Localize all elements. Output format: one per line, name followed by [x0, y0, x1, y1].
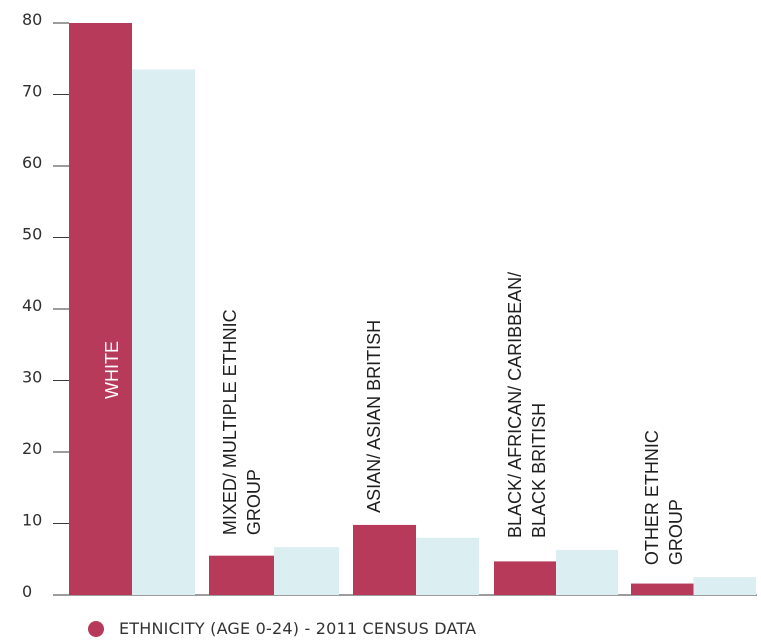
y-tick-label: 30 — [22, 368, 42, 387]
y-tick-label: 0 — [22, 582, 32, 601]
bar-secondary — [132, 69, 195, 596]
bar-secondary — [556, 549, 618, 595]
bar-primary — [69, 23, 132, 595]
bar-primary — [631, 583, 694, 595]
category-label: ASIAN/ ASIAN BRITISH — [364, 320, 384, 513]
legend-label: ETHNICITY (AGE 0-24) - 2011 CENSUS DATA — [119, 619, 477, 638]
category-label: OTHER ETHNIC — [642, 430, 662, 565]
y-tick-label: 50 — [22, 225, 42, 244]
bar-primary — [353, 524, 416, 595]
bars — [69, 23, 756, 596]
bar-primary — [209, 555, 274, 595]
category-label: BLACK/ AFRICAN/ CARIBBEAN/ — [505, 272, 525, 538]
y-tick-label: 60 — [22, 153, 42, 172]
category-label: GROUP — [244, 469, 264, 535]
bar-secondary — [416, 537, 479, 595]
category-label: GROUP — [666, 499, 686, 565]
y-tick-label: 20 — [22, 439, 42, 458]
category-label: BLACK BRITISH — [529, 403, 549, 538]
category-label: MIXED/ MULTIPLE ETHNIC — [220, 309, 240, 535]
y-tick-label: 10 — [22, 511, 42, 530]
legend: ETHNICITY (AGE 0-24) - 2011 CENSUS DATA — [88, 619, 476, 638]
bar-primary — [494, 561, 556, 595]
y-tick-label: 80 — [22, 10, 42, 29]
bar-secondary — [274, 547, 339, 595]
y-tick-label: 70 — [22, 82, 42, 101]
bar-secondary — [693, 577, 756, 595]
legend-swatch — [88, 620, 104, 637]
y-tick-label: 40 — [22, 296, 42, 315]
category-label: WHITE — [102, 341, 122, 399]
category-labels: WHITE MIXED/ MULTIPLE ETHNIC GROUP ASIAN/ A… — [102, 272, 686, 565]
